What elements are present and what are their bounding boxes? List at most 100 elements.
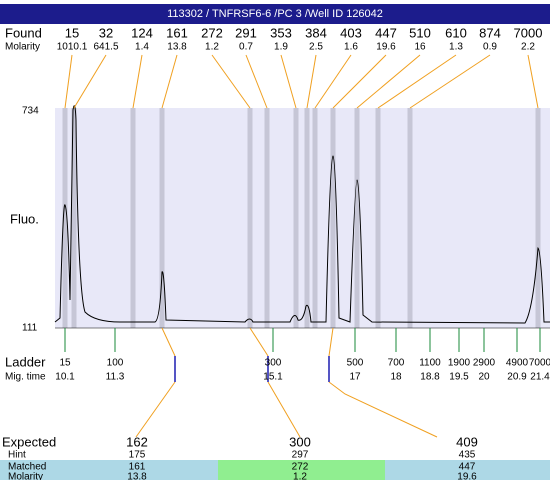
found-value: 384 — [305, 25, 327, 40]
molarity-value: 16 — [414, 42, 426, 53]
matched-value: 161 — [129, 462, 146, 473]
peak-connector — [377, 54, 457, 109]
peak-connector — [73, 54, 107, 109]
mig-time-value: 15.1 — [263, 372, 283, 383]
mig-time-value: 17 — [349, 372, 361, 383]
found-value: 510 — [409, 25, 431, 40]
ladder-value: 1900 — [448, 358, 471, 369]
ladder-value: 100 — [107, 358, 124, 369]
expected-value: 162 — [126, 434, 148, 449]
y-max-label: 734 — [22, 106, 39, 117]
molarity-value: 13.8 — [167, 42, 187, 53]
molarity-value: 1.2 — [205, 42, 219, 53]
peak-band — [247, 108, 253, 328]
peak-connector — [332, 54, 387, 109]
peak-connector — [356, 54, 421, 109]
found-value: 15 — [65, 25, 79, 40]
found-value: 403 — [340, 25, 362, 40]
peak-band — [330, 108, 336, 328]
hint-value: 175 — [129, 450, 146, 461]
peak-connector — [306, 54, 317, 109]
peak-connector — [245, 54, 268, 109]
mig-time-value: 20 — [478, 372, 490, 383]
expected-value: 300 — [289, 434, 311, 449]
molarity-value: 2.2 — [521, 42, 535, 53]
connector — [328, 327, 438, 438]
found-value: 291 — [235, 25, 257, 40]
row-label: Hint — [8, 450, 26, 461]
ladder-value: 700 — [388, 358, 405, 369]
hint-value: 435 — [459, 450, 476, 461]
peak-connector — [64, 54, 73, 109]
mig-time-value: 19.5 — [449, 372, 469, 383]
peak-connector — [409, 54, 491, 109]
mig-time-value: 18 — [390, 372, 402, 383]
mig-time-value: 21.4 — [530, 372, 550, 383]
molarity-label: Molarity — [5, 42, 40, 53]
mig-time-value: 11.3 — [106, 372, 125, 383]
peak-band — [159, 108, 165, 328]
mig-time-label: Mig. time — [5, 372, 46, 383]
molarity-value: 641.5 — [93, 42, 118, 53]
ladder-value: 300 — [265, 358, 282, 369]
connector — [249, 327, 301, 438]
peak-connector — [314, 54, 352, 109]
hint-value: 297 — [292, 450, 309, 461]
molarity-value: 13.8 — [127, 472, 147, 480]
ladder-value: 4900 — [506, 358, 529, 369]
found-value: 447 — [375, 25, 397, 40]
peak-band — [130, 108, 136, 328]
ladder-label: Ladder — [5, 354, 46, 369]
molarity-value: 0.9 — [483, 42, 497, 53]
ladder-value: 500 — [347, 358, 364, 369]
peak-connector — [527, 54, 539, 109]
peak-band — [354, 108, 360, 328]
plot-area — [55, 108, 550, 328]
found-value: 124 — [131, 25, 153, 40]
molarity-value: 2.5 — [309, 42, 323, 53]
matched-value: 447 — [459, 462, 476, 473]
expected-value: 409 — [456, 434, 478, 449]
peak-band — [62, 108, 68, 328]
molarity-value: 1.3 — [449, 42, 463, 53]
trace — [54, 105, 550, 324]
peak-band — [375, 108, 381, 328]
molarity-value: 19.6 — [376, 42, 396, 53]
mig-time-value: 10.1 — [55, 372, 75, 383]
molarity-value: 1010.1 — [57, 42, 88, 53]
peak-band — [293, 108, 299, 328]
matched-bg-mid — [218, 460, 385, 480]
molarity-value: 1.4 — [135, 42, 149, 53]
connector — [135, 327, 176, 438]
peak-band — [264, 108, 270, 328]
header-bar — [0, 4, 550, 24]
peak-band — [71, 108, 77, 328]
found-value: 161 — [166, 25, 188, 40]
found-value: 874 — [479, 25, 501, 40]
y-axis-label: Fluo. — [10, 211, 39, 226]
molarity-value: 0.7 — [239, 42, 253, 53]
found-value: 32 — [99, 25, 113, 40]
molarity-value: 1.9 — [274, 42, 288, 53]
header-title: 113302 / TNFRSF6-6 /PC 3 /Well ID 126042 — [167, 8, 383, 20]
peak-band — [304, 108, 310, 328]
peak-connector — [161, 54, 178, 109]
row-label: Molarity — [8, 472, 43, 480]
found-value: 610 — [445, 25, 467, 40]
matched-value: 272 — [292, 462, 309, 473]
peak-connector — [211, 54, 251, 109]
found-value: 7000 — [514, 25, 543, 40]
mig-time-value: 20.9 — [507, 372, 527, 383]
ladder-value: 1100 — [419, 358, 441, 369]
ladder-value: 2900 — [473, 358, 496, 369]
molarity-value: 1.2 — [293, 472, 307, 480]
found-value: 353 — [270, 25, 292, 40]
ladder-value: 15 — [59, 358, 71, 369]
molarity-value: 1.6 — [344, 42, 358, 53]
peak-connector — [132, 54, 143, 109]
mig-time-value: 18.8 — [420, 372, 440, 383]
peak-band — [407, 108, 413, 328]
y-min-label: 111 — [22, 323, 38, 334]
ladder-value: 7000 — [529, 358, 550, 369]
